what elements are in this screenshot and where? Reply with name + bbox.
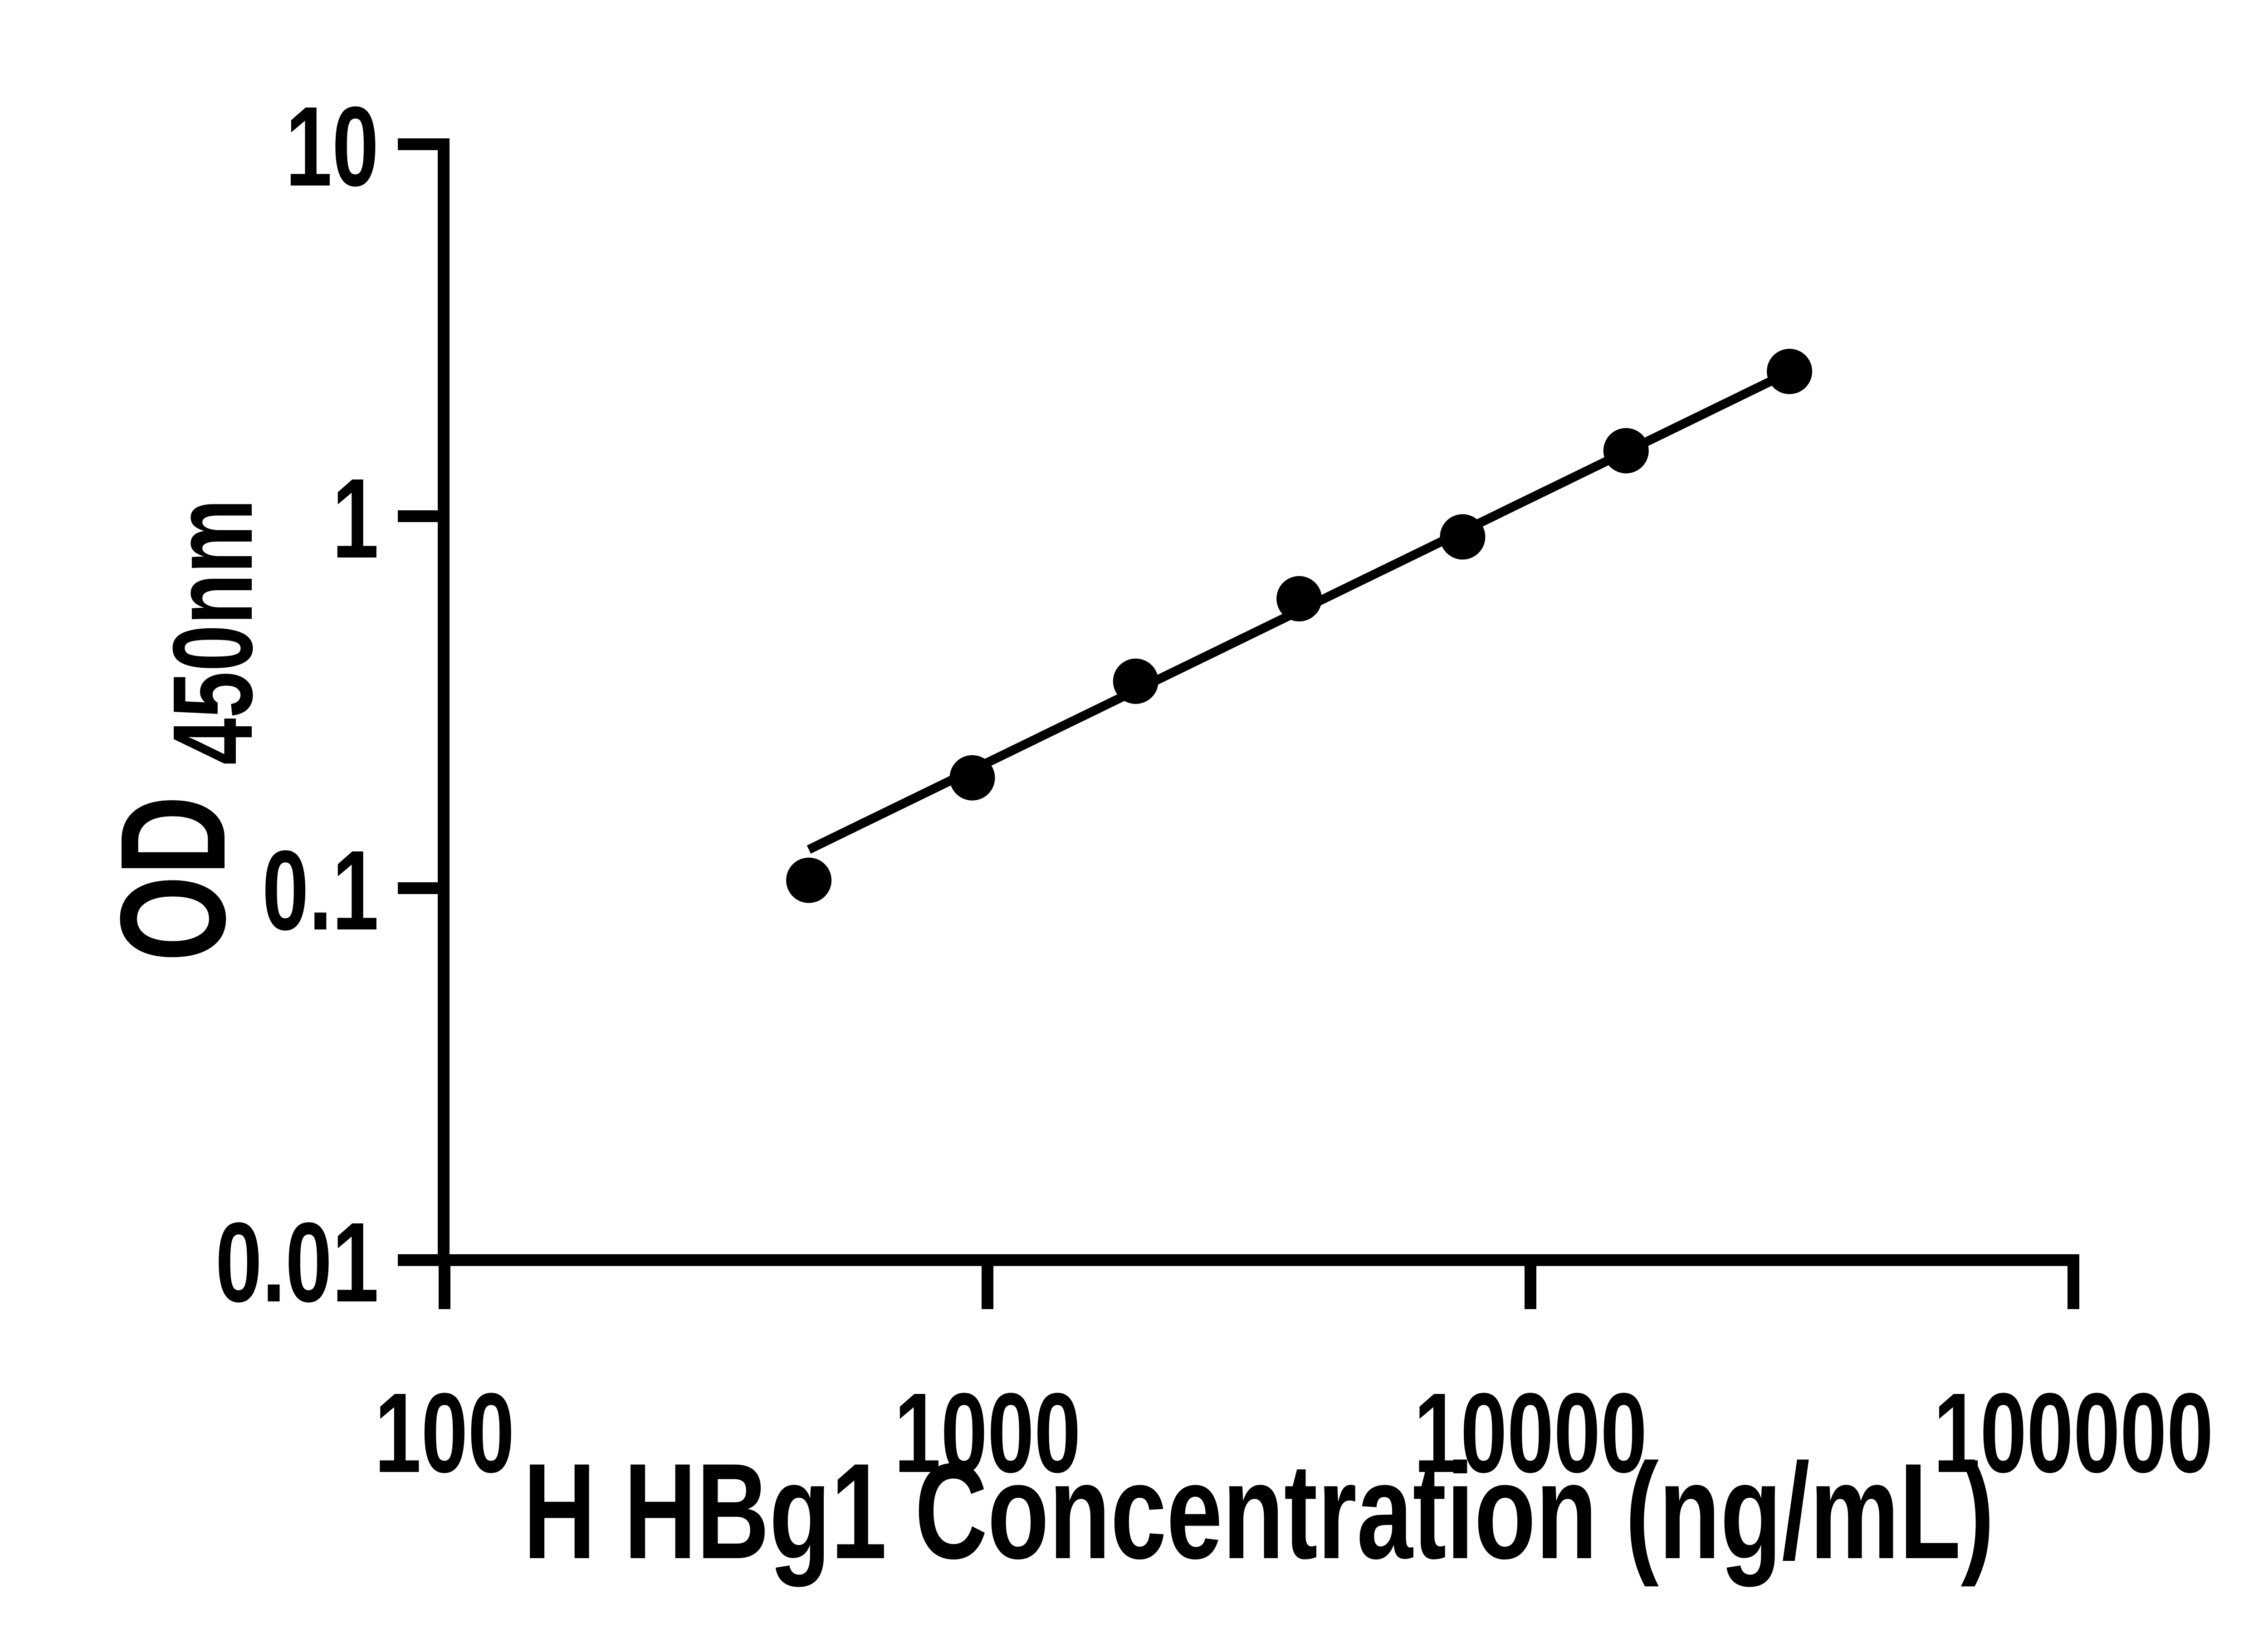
y-tick-label: 0.01 — [215, 1199, 379, 1326]
y-axis-ticks: 10 1 0.1 0.01 — [215, 83, 438, 1326]
y-axis-title-subscript: 450nm — [149, 499, 276, 765]
y-tick-label: 10 — [285, 83, 379, 210]
y-tick-mark — [398, 510, 438, 522]
y-axis-line — [438, 138, 450, 1266]
x-tick-mark — [982, 1266, 993, 1309]
x-tick-label: 10000 — [1414, 1369, 1647, 1496]
data-point — [1603, 428, 1649, 474]
data-point — [1276, 576, 1322, 621]
y-tick-label: 0.1 — [262, 827, 379, 954]
data-point — [786, 857, 832, 903]
y-tick-mark — [398, 138, 438, 150]
y-axis-title-main: OD — [89, 796, 256, 962]
x-axis-title: H HBg1 Concentration (ng/mL) — [523, 1435, 1994, 1588]
y-tick-mark — [398, 882, 438, 894]
x-tick-label: 1000 — [894, 1369, 1081, 1496]
x-tick-label: 100 — [375, 1369, 515, 1496]
y-tick-mark — [398, 1254, 438, 1266]
data-points-group — [786, 348, 1813, 903]
y-axis-title: OD 450nm — [89, 499, 276, 962]
x-tick-label: 100000 — [1933, 1369, 2213, 1496]
data-point — [1767, 348, 1813, 394]
x-axis-line — [438, 1254, 2079, 1266]
x-axis-ticks: 100 1000 10000 100000 — [375, 1266, 2214, 1496]
data-point — [949, 755, 995, 801]
y-tick-label: 1 — [332, 455, 379, 582]
x-tick-mark — [1525, 1266, 1536, 1309]
data-point — [1440, 514, 1486, 560]
data-point — [1113, 658, 1158, 704]
x-tick-mark — [439, 1266, 450, 1309]
x-tick-mark — [2068, 1266, 2079, 1309]
